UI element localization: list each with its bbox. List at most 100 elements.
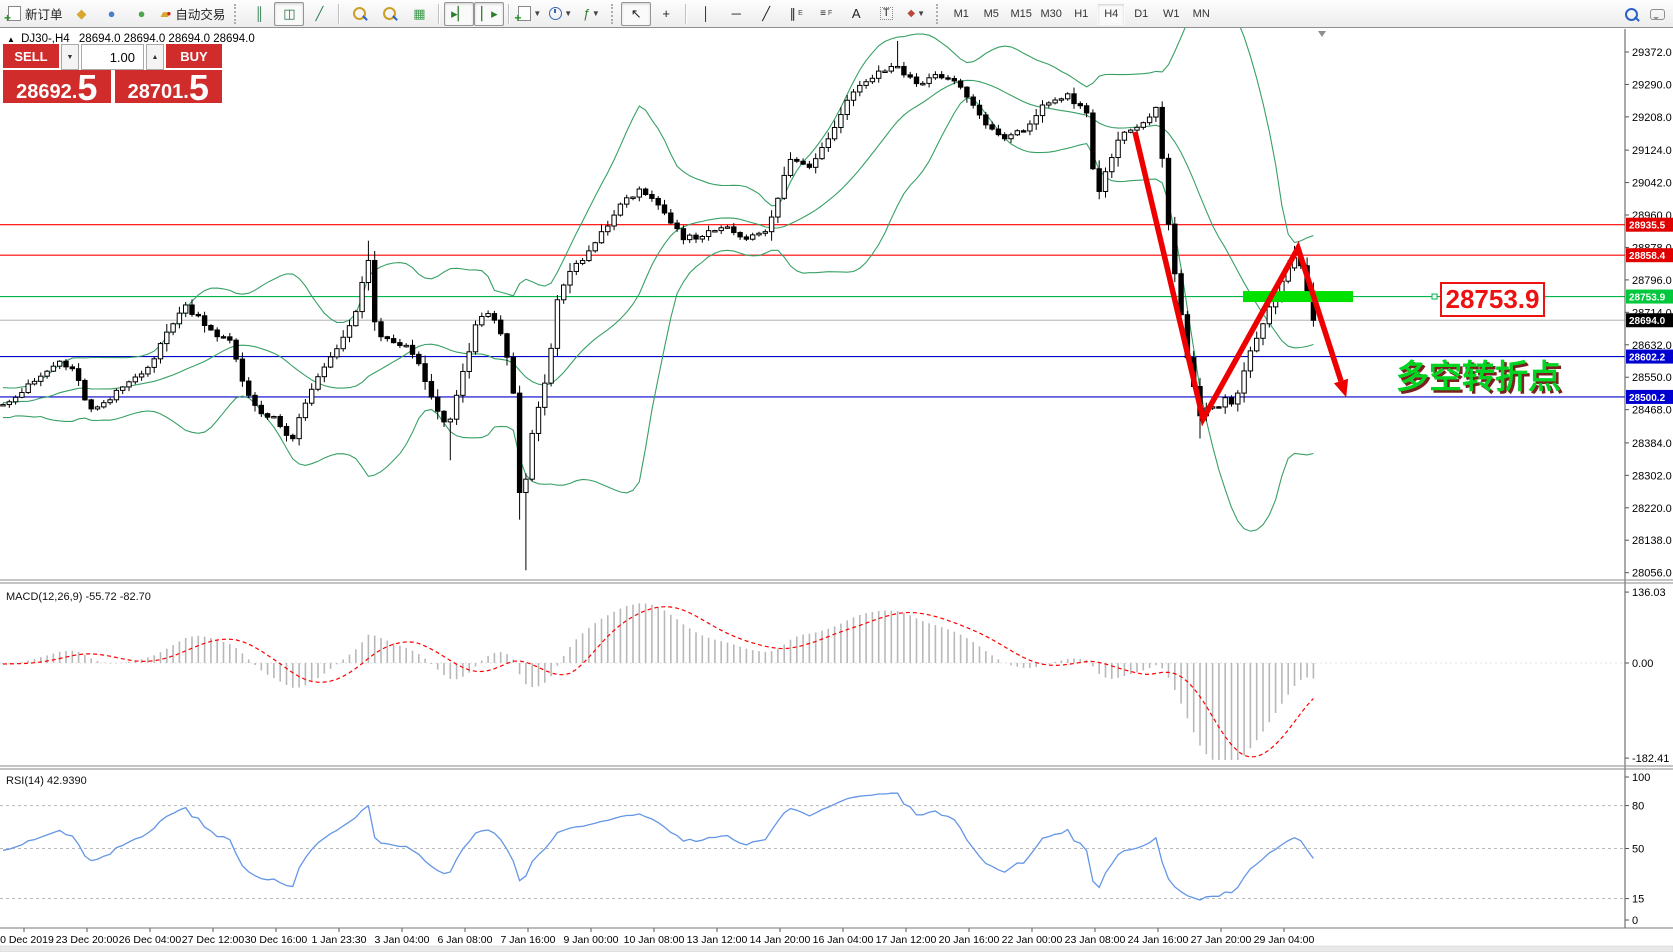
pivot-highlight-bar[interactable] [1243, 291, 1353, 303]
symbol-ohlc-header: ▲ DJ30-,H4 28694.0 28694.0 28694.0 28694… [7, 33, 255, 45]
crosshair-icon: + [662, 6, 671, 21]
candlestick-chart-button[interactable]: ◫ [274, 1, 305, 26]
price-callout-box[interactable] [1440, 282, 1545, 317]
chart-shift-button[interactable]: ▏▸ [474, 1, 505, 26]
rsi-axis-label: 100 [1632, 772, 1650, 784]
market-button[interactable]: ● [97, 2, 127, 26]
autotrade-button[interactable]: ▰ ● 自动交易 [157, 2, 230, 26]
x-axis-label: 14 Jan 20:00 [750, 934, 811, 946]
indicators-button[interactable]: ƒ ▼ [576, 2, 606, 26]
timeframe-group: M1 M5 M15 M30 H1 H4 D1 W1 MN [946, 2, 1216, 25]
shapes-button[interactable]: ◆ ▼ [901, 2, 931, 26]
timeframe-m5[interactable]: M5 [983, 7, 999, 20]
timeframe-mn[interactable]: MN [1192, 7, 1210, 20]
zoom-out-button[interactable] [374, 2, 404, 26]
auto-scroll-button[interactable]: ▸▏ [444, 1, 475, 26]
crosshair-button[interactable]: + [651, 2, 681, 26]
bar-chart-icon: ║ [254, 6, 264, 21]
vertical-line-button[interactable]: │ [691, 2, 721, 26]
price-callout-text: 28753.9 [1446, 284, 1540, 314]
zoom-out-icon [382, 7, 396, 20]
search-icon[interactable] [1625, 7, 1638, 21]
y-axis-label: 28384.0 [1632, 438, 1672, 450]
y-axis-label: 28302.0 [1632, 470, 1672, 482]
timeframe-m30[interactable]: M30 [1040, 7, 1062, 20]
signals-icon: ● [137, 6, 146, 21]
x-axis-label: 10 Jan 08:00 [624, 934, 685, 946]
new-chart-button[interactable]: ▼ [514, 2, 545, 26]
x-axis-label: 22 Jan 00:00 [1002, 934, 1063, 946]
horizontal-line-button[interactable]: ─ [721, 2, 751, 26]
fibonacci-button[interactable]: ≡ F [811, 2, 841, 26]
y-axis-label: 29290.0 [1632, 79, 1672, 91]
bar-chart-button[interactable]: ║ [244, 2, 274, 26]
volume-input[interactable]: 1.00 [81, 44, 144, 70]
metaeditor-icon: ◆ [76, 6, 87, 21]
x-axis-label: 3 Jan 04:00 [375, 934, 430, 946]
toolbar-separator [685, 3, 688, 24]
symbol-collapse-icon[interactable]: ▲ [7, 35, 15, 44]
metaeditor-button[interactable]: ◆ [67, 2, 97, 26]
toolbar-separator [508, 3, 511, 24]
timeframe-m1[interactable]: M1 [953, 7, 969, 20]
timeframe-m15[interactable]: M15 [1010, 7, 1032, 20]
signals-button[interactable]: ● [127, 2, 157, 26]
volume-decrease-button[interactable]: ▼ [61, 44, 79, 70]
sell-price-frac: 5 [77, 66, 98, 108]
volume-increase-button[interactable]: ▲ [146, 44, 164, 70]
chat-icon[interactable] [1650, 8, 1665, 20]
text-label-button[interactable]: T [871, 2, 901, 26]
buy-price[interactable]: 28701. 5 [114, 66, 222, 108]
x-axis-label: 20 Dec 2019 [0, 934, 54, 946]
cn-annotation-shadow: 多空转折点 [1399, 361, 1564, 398]
rsi-axis-label: 15 [1632, 894, 1644, 906]
sell-price[interactable]: 28692. 5 [3, 66, 111, 108]
y-axis-label: 28796.0 [1632, 275, 1672, 287]
price-badge-28602.2 [1626, 349, 1673, 364]
timeframe-h4[interactable]: H4 [1097, 2, 1126, 25]
chart-shift-icon: ▏▸ [481, 6, 498, 21]
chart-shift-marker[interactable] [1318, 31, 1326, 37]
one-click-trade-panel: SELL ▼ 1.00 ▲ BUY 28692. 5 28701. 5 [3, 44, 222, 108]
y-axis-label: 28632.0 [1632, 340, 1672, 352]
periods-button[interactable]: ▼ [545, 2, 576, 26]
timeframe-w1[interactable]: W1 [1162, 7, 1180, 20]
channel-button[interactable]: ∥ E [781, 2, 811, 26]
candles-layer [0, 40, 1317, 571]
trendline-button[interactable]: ╱ [751, 2, 781, 26]
svg-text:28500.2: 28500.2 [1629, 393, 1666, 404]
buy-button[interactable]: BUY [166, 44, 222, 70]
line-handle[interactable] [1431, 293, 1438, 300]
zoom-in-button[interactable] [344, 2, 374, 26]
text-label-icon: T [879, 7, 893, 20]
line-chart-button[interactable]: ╱ [304, 2, 334, 26]
tile-windows-button[interactable]: ▦ [404, 2, 434, 26]
channel-icon: ∥ [789, 6, 797, 21]
svg-text:28694.0: 28694.0 [1629, 316, 1666, 327]
cursor-button[interactable]: ↖ [621, 1, 652, 26]
buy-price-frac: 5 [188, 66, 209, 108]
cn-annotation-text[interactable]: 多空转折点 [1396, 358, 1561, 395]
chevron-down-icon: ▼ [591, 9, 600, 18]
text-button[interactable]: A [841, 2, 871, 26]
candlestick-icon: ◫ [283, 6, 296, 21]
vertical-line-icon: │ [702, 6, 711, 21]
new-order-button[interactable]: 新订单 [4, 2, 67, 26]
price-badge-28753.9 [1626, 289, 1673, 304]
rsi-axis-label: 80 [1632, 801, 1644, 813]
time-axis[interactable]: 20 Dec 2019 23 Dec 20:00 26 Dec 04:00 27 De… [0, 928, 1315, 946]
sell-button[interactable]: SELL [3, 44, 59, 70]
trend-zigzag-arrow[interactable] [1132, 131, 1344, 427]
price-axis: 29372.029290.029208.029124.029042.028960… [1318, 29, 1673, 928]
toolbar-grip [234, 3, 239, 24]
sell-price-dot: . [71, 81, 78, 103]
horizontal-line-icon: ─ [731, 6, 741, 21]
chevron-down-icon: ▼ [564, 9, 573, 18]
timeframe-d1[interactable]: D1 [1134, 7, 1149, 20]
new-order-label: 新订单 [25, 8, 63, 22]
timeframe-h1[interactable]: H1 [1074, 7, 1089, 20]
x-axis-label: 6 Jan 08:00 [438, 934, 493, 946]
sell-price-whole: 28692 [16, 81, 72, 103]
